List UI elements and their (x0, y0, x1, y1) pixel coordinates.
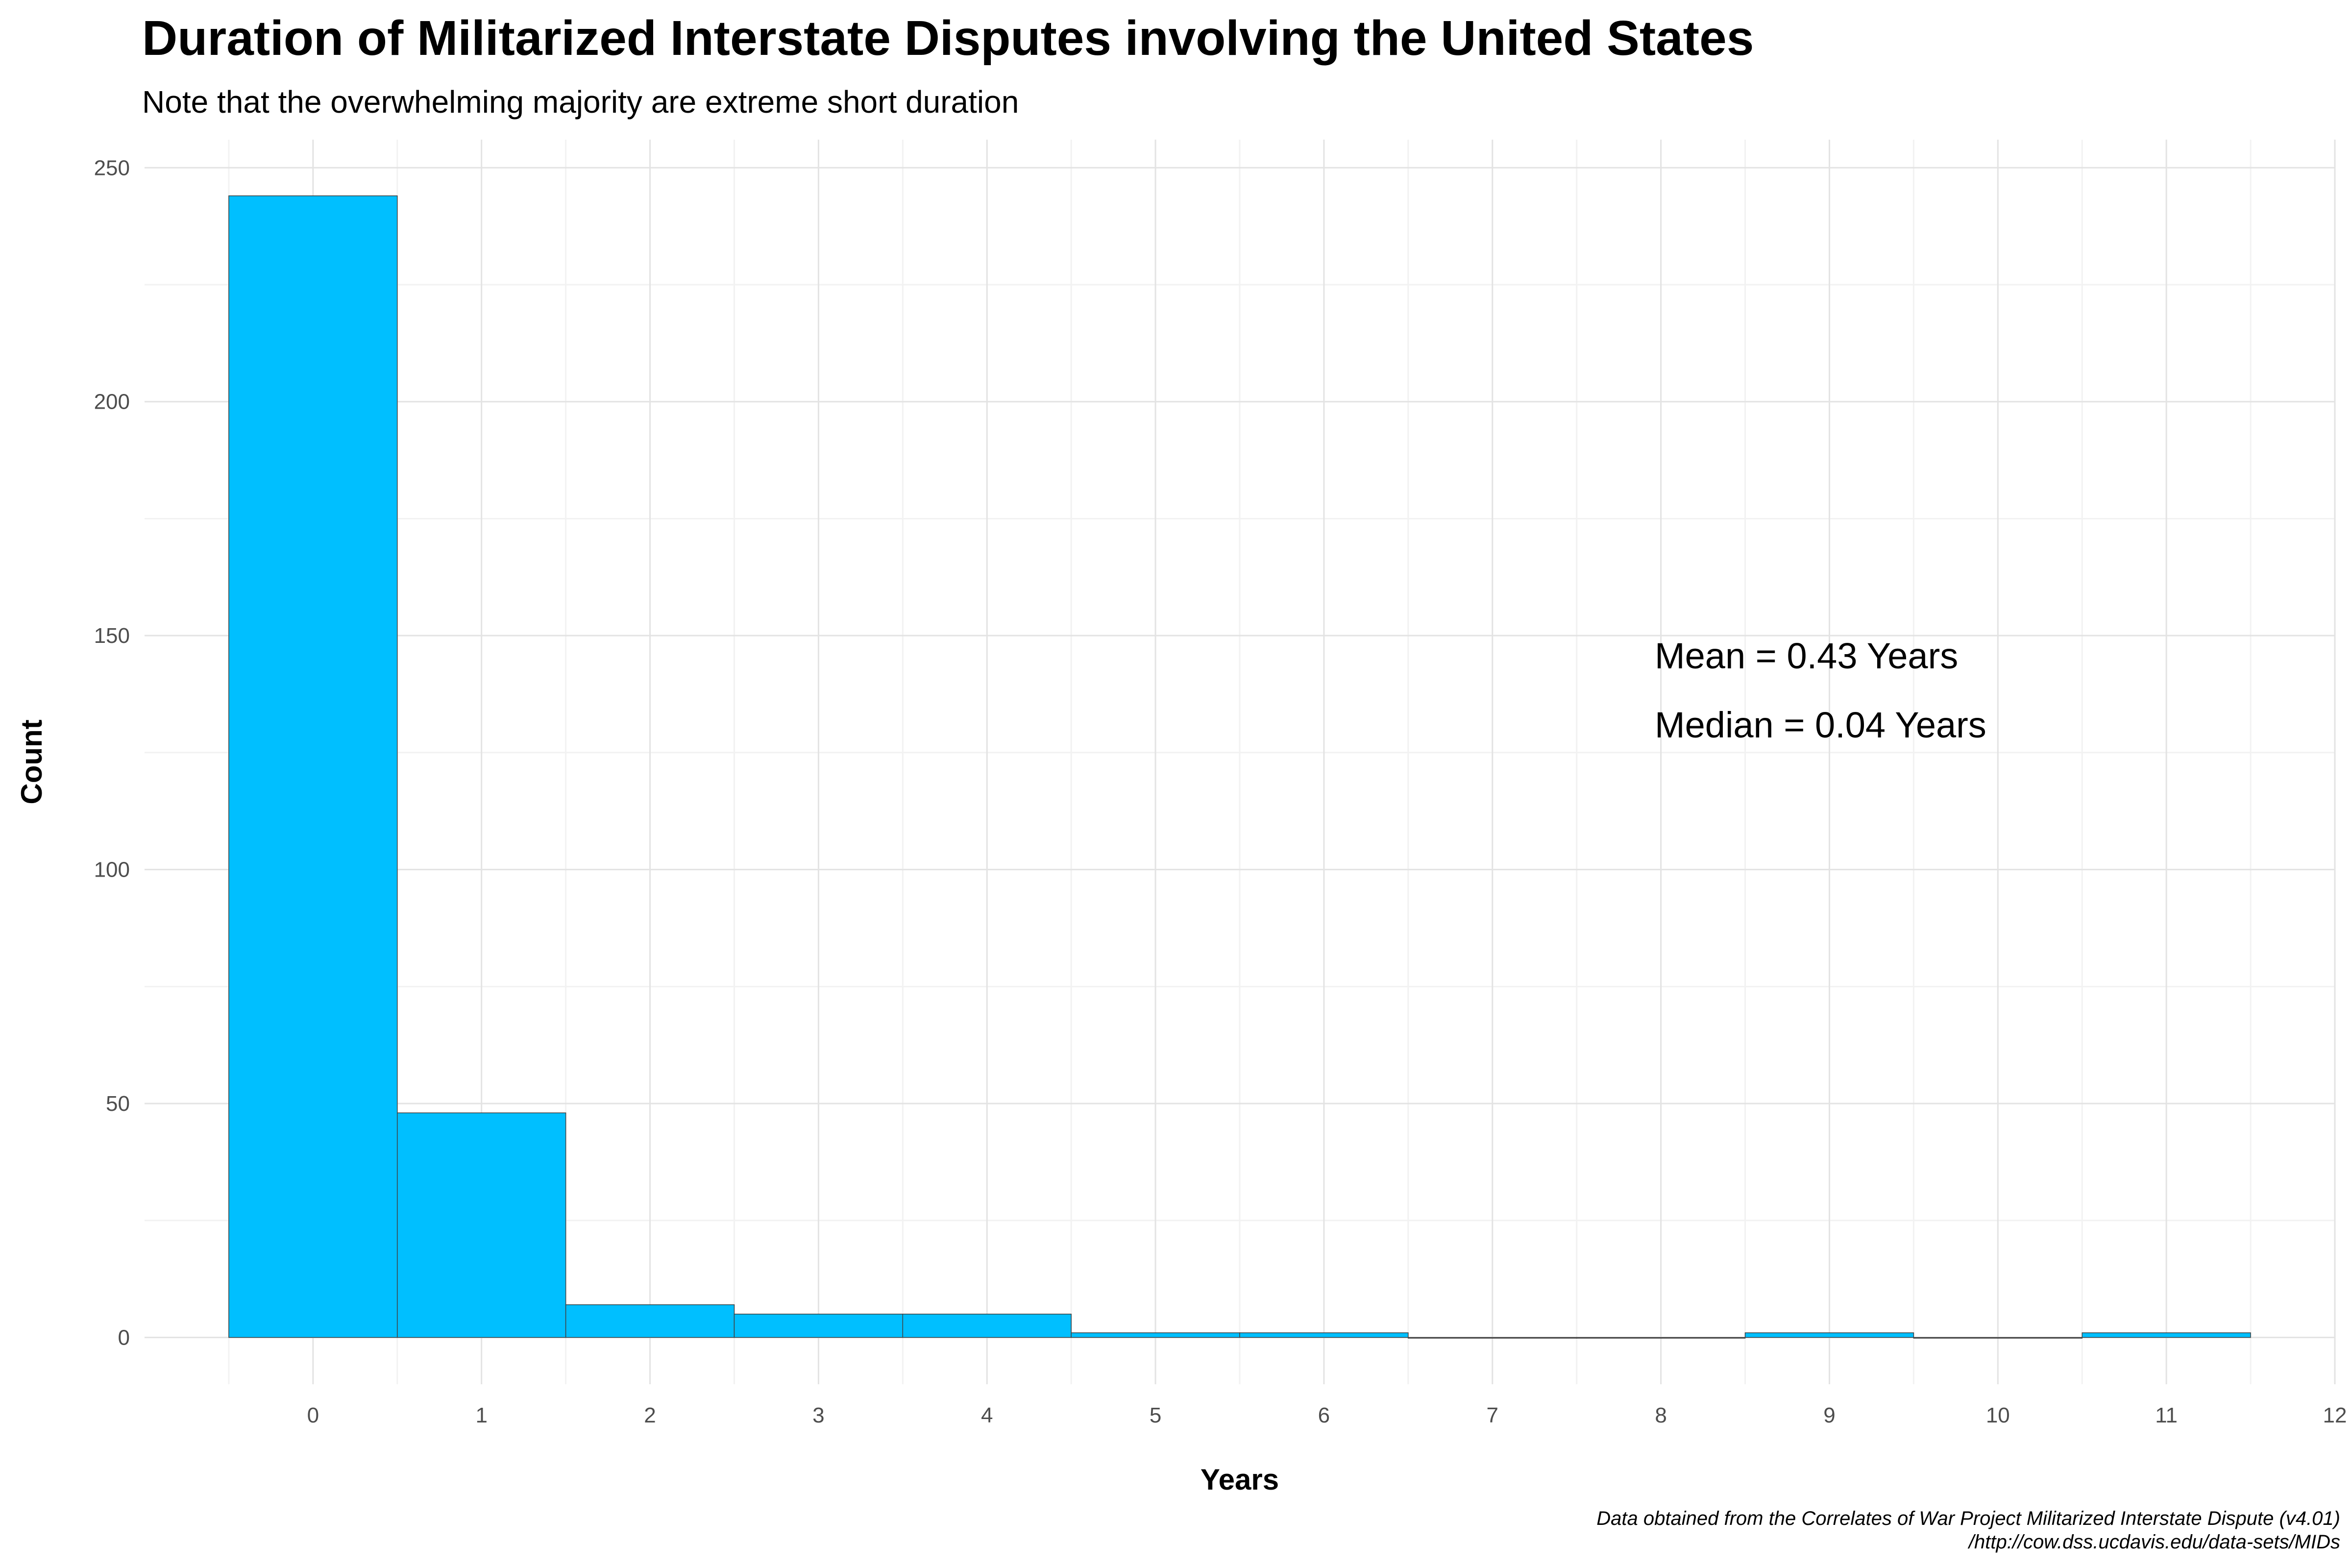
x-tick-label: 10 (1986, 1403, 2010, 1427)
x-tick-label: 3 (812, 1403, 824, 1427)
histogram-bar (1744, 1332, 1914, 1338)
bars (228, 195, 2251, 1339)
x-tick-label: 6 (1318, 1403, 1330, 1427)
x-tick-label: 4 (981, 1403, 993, 1427)
caption-line-1: Data obtained from the Correlates of War… (1596, 1508, 2340, 1529)
histogram-bar (1408, 1337, 1577, 1339)
x-axis-title: Years (1200, 1463, 1279, 1496)
y-tick-label: 0 (118, 1326, 130, 1350)
chart-subtitle: Note that the overwhelming majority are … (142, 84, 1019, 120)
x-tick-label: 12 (2323, 1403, 2347, 1427)
chart-title: Duration of Militarized Interstate Dispu… (142, 11, 1754, 66)
caption-line-2: /http://cow.dss.ucdavis.edu/data-sets/MI… (1968, 1531, 2340, 1553)
x-tick-label: 5 (1150, 1403, 1161, 1427)
histogram-bar (1913, 1337, 2082, 1339)
mean-annotation: Mean = 0.43 Years (1655, 636, 1958, 676)
histogram-bar (2082, 1332, 2251, 1338)
x-tick-label: 1 (475, 1403, 487, 1427)
y-tick-label: 100 (94, 858, 130, 882)
histogram-bar (902, 1314, 1072, 1338)
histogram-bar (1071, 1332, 1240, 1338)
x-tick-label: 7 (1487, 1403, 1498, 1427)
y-tick-label: 150 (94, 624, 130, 648)
median-annotation: Median = 0.04 Years (1655, 705, 1986, 745)
histogram-bar (1576, 1337, 1746, 1339)
y-tick-label: 200 (94, 390, 130, 414)
x-tick-label: 2 (644, 1403, 656, 1427)
x-tick-label: 0 (307, 1403, 319, 1427)
x-tick-label: 8 (1655, 1403, 1666, 1427)
x-tick-label: 11 (2155, 1403, 2178, 1427)
histogram-bar (565, 1304, 735, 1338)
y-tick-label: 250 (94, 156, 130, 180)
histogram-bar (397, 1112, 566, 1338)
histogram-bar (228, 195, 398, 1338)
data-source-caption: Data obtained from the Correlates of War… (1596, 1507, 2340, 1554)
y-axis-title: Count (15, 719, 48, 804)
y-tick-label: 50 (106, 1092, 130, 1116)
x-tick-label: 9 (1823, 1403, 1835, 1427)
histogram-bar (1239, 1332, 1409, 1338)
histogram-bar (734, 1314, 904, 1338)
